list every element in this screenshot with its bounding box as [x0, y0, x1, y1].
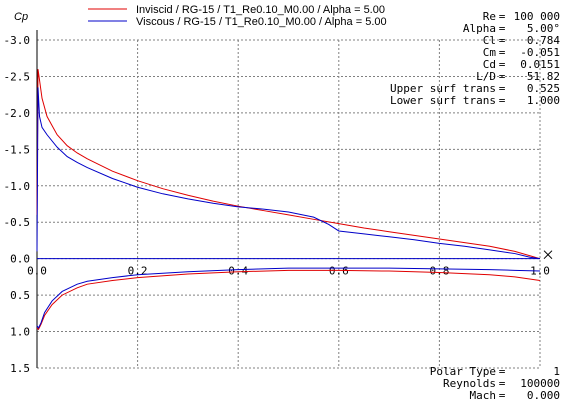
stat-value: 5.00° [527, 22, 560, 35]
y-axis-label: Cp [14, 11, 28, 23]
series-1-upper-line [36, 87, 541, 260]
y-tick-label: -0.5 [4, 216, 31, 229]
stat-equals: = [499, 58, 506, 71]
grid [37, 39, 541, 369]
y-tick-label: -2.5 [4, 70, 31, 83]
polar-info-panel: Polar Type = 1 Reynolds = 100000 Mach = 0.000 [430, 365, 560, 402]
polar-info-equals: = [499, 377, 506, 390]
polar-info-label: Polar Type [430, 365, 496, 378]
stat-value: 0.784 [527, 34, 560, 47]
polar-info-label: Mach [470, 389, 497, 402]
polar-info-value: 1 [553, 365, 560, 378]
stat-label: L/D [476, 70, 496, 83]
x-tick-label: 0.8 [429, 265, 449, 278]
stat-value: 100 000 [514, 10, 560, 23]
series-0-lower-line [36, 269, 541, 331]
stat-label: Upper surf trans [390, 82, 496, 95]
stat-label: Re [483, 10, 496, 23]
stat-value: 0.525 [527, 82, 560, 95]
stat-equals: = [499, 46, 506, 59]
stat-value: 1.000 [527, 94, 560, 107]
polar-info-value: 0.000 [527, 389, 560, 402]
polar-info-equals: = [499, 365, 506, 378]
x-tick-label: 0.0 [27, 265, 47, 278]
stat-equals: = [499, 70, 506, 83]
y-tick-label: 0.0 [10, 253, 30, 266]
x-tick-label: 0.4 [228, 265, 248, 278]
stat-value: 0.0151 [520, 58, 560, 71]
y-tick-label: -3.0 [4, 34, 31, 47]
y-tick-label: -1.0 [4, 180, 31, 193]
series-1-lower-line [36, 267, 541, 329]
stat-label: Lower surf trans [390, 94, 496, 107]
legend: Inviscid / RG-15 / T1_Re0.10_M0.00 / Alp… [88, 4, 387, 28]
legend-label-0: Inviscid / RG-15 / T1_Re0.10_M0.00 / Alp… [136, 4, 385, 16]
y-tick-label: -2.0 [4, 107, 31, 120]
series-0-upper-line [36, 69, 541, 260]
stat-value: -0.051 [520, 46, 560, 59]
stat-equals: = [499, 22, 506, 35]
axes [36, 30, 553, 368]
stat-equals: = [499, 82, 506, 95]
y-tick-label: 0.5 [10, 289, 30, 302]
y-tick-label: -1.5 [4, 143, 31, 156]
stat-label: Cm [483, 46, 497, 59]
polar-info-value: 100000 [520, 377, 560, 390]
y-tick-label: 1.0 [10, 326, 30, 339]
x-tick-label: 1.0 [530, 265, 550, 278]
axis-end-marker-stroke [543, 250, 553, 260]
stat-equals: = [499, 94, 506, 107]
stat-label: Alpha [463, 22, 496, 35]
legend-label-1: Viscous / RG-15 / T1_Re0.10_M0.00 / Alph… [136, 16, 387, 28]
polar-info-label: Reynolds [443, 377, 496, 390]
x-tick-label: 0.6 [329, 265, 349, 278]
y-tick-label: 1.5 [10, 362, 30, 375]
stat-label: Cl [483, 34, 496, 47]
polar-info-equals: = [499, 389, 506, 402]
stat-equals: = [499, 34, 506, 47]
stat-equals: = [499, 10, 506, 23]
curves [36, 69, 541, 331]
stat-label: Cd [483, 58, 496, 71]
stat-value: 51.82 [527, 70, 560, 83]
tick-labels: -3.0 -2.5 -2.0 -1.5 -1.0 -0.5 0.0 0.5 1.0 1.5 0.0 0… [4, 11, 550, 375]
